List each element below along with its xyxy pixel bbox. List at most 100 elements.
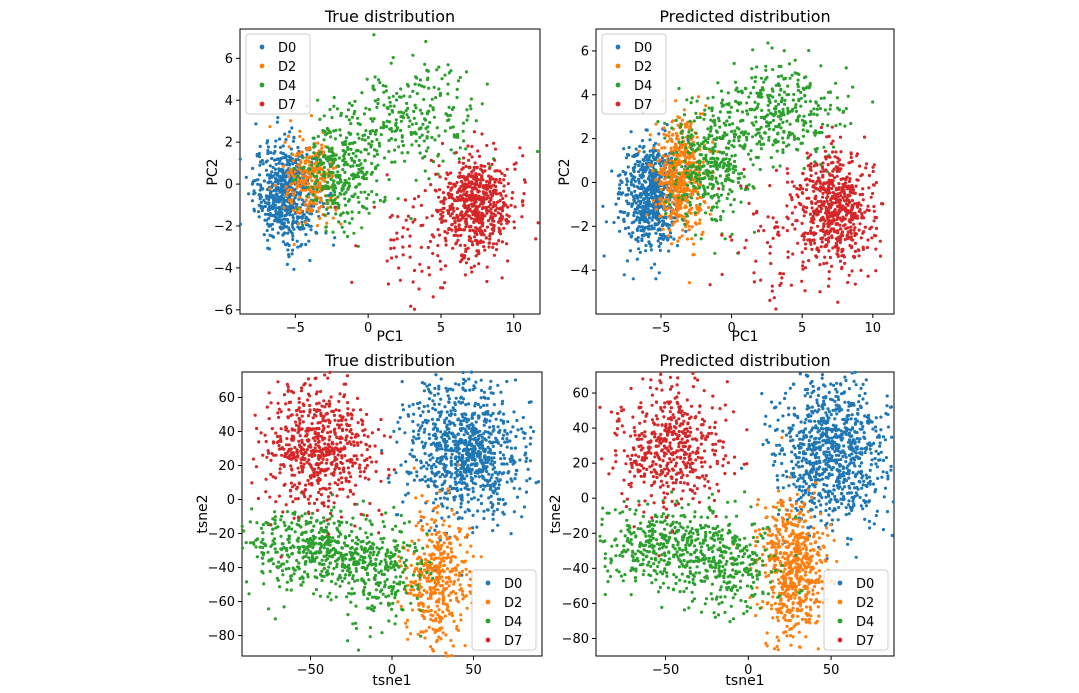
data-point: [762, 142, 766, 146]
data-point: [824, 237, 828, 242]
data-point: [645, 218, 649, 222]
data-point: [742, 175, 746, 179]
data-point: [840, 219, 844, 223]
data-point: [336, 174, 341, 178]
data-point: [414, 132, 418, 136]
data-point: [450, 212, 454, 216]
data-point: [706, 127, 710, 131]
data-point: [679, 123, 683, 127]
data-point: [642, 197, 646, 201]
data-point: [271, 207, 275, 211]
data-point: [815, 113, 819, 117]
data-point: [490, 473, 494, 477]
data-point: [755, 209, 759, 213]
data-point: [771, 118, 776, 123]
data-point: [669, 192, 673, 196]
data-point: [785, 144, 789, 148]
data-point: [668, 195, 673, 199]
x-axis-ticks: −5 0 5 10: [651, 314, 881, 336]
data-point: [419, 203, 423, 207]
y-axis-label: PC2: [205, 158, 221, 185]
data-point: [674, 178, 678, 183]
data-point: [666, 234, 670, 238]
data-point: [674, 118, 678, 122]
data-point: [306, 223, 310, 227]
data-point: [444, 177, 448, 181]
data-point: [471, 204, 475, 208]
data-point: [469, 216, 473, 220]
data-point: [323, 129, 327, 134]
data-point: [465, 182, 470, 186]
data-point: [831, 150, 835, 154]
data-point: [485, 187, 489, 191]
data-point: [346, 211, 350, 215]
data-point: [701, 193, 705, 197]
data-point: [847, 273, 851, 277]
data-point: [780, 96, 784, 100]
data-point: [656, 199, 660, 204]
data-point: [477, 251, 481, 255]
data-point: [727, 123, 732, 127]
data-point: [411, 429, 416, 433]
data-point: [701, 184, 705, 188]
data-point: [819, 170, 823, 174]
data-point: [756, 102, 760, 106]
data-point: [479, 164, 483, 168]
data-point: [665, 140, 669, 144]
data-point: [731, 122, 735, 126]
data-point: [808, 99, 813, 103]
data-point: [247, 192, 251, 196]
legend-item-d0: D0: [259, 41, 296, 56]
data-point: [682, 153, 686, 157]
data-point: [652, 226, 656, 231]
data-point: [263, 212, 267, 216]
data-point: [473, 198, 477, 202]
data-point: [393, 148, 397, 152]
data-point: [624, 156, 629, 160]
data-point: [343, 178, 347, 182]
data-point: [367, 211, 371, 215]
data-point: [270, 156, 274, 161]
data-point: [696, 192, 700, 196]
data-point: [881, 202, 885, 206]
data-point: [801, 86, 805, 90]
data-point: [446, 118, 450, 123]
data-point: [266, 149, 270, 153]
data-point: [851, 85, 855, 89]
data-point: [476, 149, 480, 153]
data-point: [338, 191, 342, 196]
data-point: [846, 94, 850, 98]
data-point: [639, 228, 643, 233]
data-point: [280, 211, 284, 215]
data-point: [851, 191, 855, 195]
data-point: [654, 211, 658, 215]
data-point: [333, 190, 337, 194]
data-point: [291, 216, 295, 220]
data-point: [689, 207, 693, 211]
data-point: [716, 116, 721, 120]
data-point: [830, 234, 834, 238]
data-point: [401, 253, 405, 257]
data-point: [626, 165, 630, 169]
data-point: [438, 188, 442, 192]
legend-label: D2: [278, 60, 296, 75]
data-point: [298, 195, 302, 199]
data-point: [343, 170, 347, 174]
data-point: [337, 220, 341, 224]
data-point: [685, 163, 689, 167]
data-point: [729, 162, 733, 166]
data-point: [836, 195, 840, 199]
data-point: [501, 437, 505, 441]
data-point: [272, 151, 276, 155]
data-point: [653, 161, 658, 166]
data-point: [500, 276, 504, 280]
data-point: [804, 188, 809, 192]
data-point: [258, 144, 262, 148]
data-point: [475, 218, 480, 222]
data-point: [259, 206, 263, 210]
data-point: [307, 210, 311, 214]
data-point: [379, 126, 383, 130]
data-point: [849, 152, 853, 156]
data-point: [387, 178, 391, 182]
data-point: [391, 110, 395, 114]
